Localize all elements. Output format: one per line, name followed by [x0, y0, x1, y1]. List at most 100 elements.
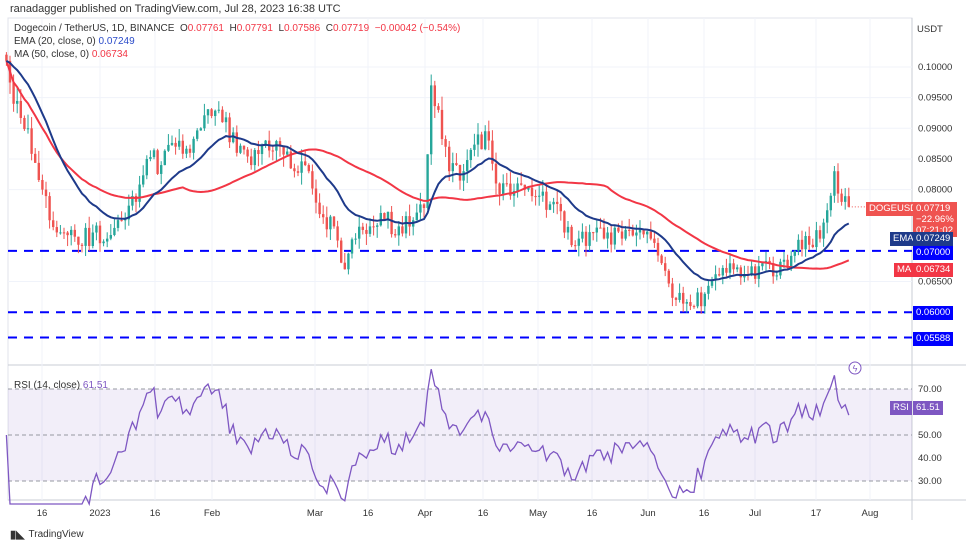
candle-body — [88, 227, 91, 246]
candle-body — [365, 229, 368, 234]
candle-body — [469, 149, 472, 161]
candle-body — [124, 219, 127, 221]
tradingview-icon: ▮◣ — [10, 529, 25, 541]
candle-body — [545, 191, 548, 210]
x-tick-label: Jun — [640, 508, 655, 519]
candle-body — [505, 183, 508, 185]
candle-body — [401, 226, 404, 234]
candle-body — [286, 151, 289, 155]
candle-body — [718, 274, 721, 276]
currency-label: USDT — [917, 24, 943, 35]
candle-body — [77, 236, 80, 245]
candle-body — [498, 183, 501, 194]
rsi-tick-label: 40.00 — [918, 453, 942, 464]
ema-line — [5, 60, 850, 282]
candle-body — [170, 142, 174, 145]
candle-body — [811, 244, 814, 248]
candle-body — [610, 232, 613, 245]
rsi-tag-label: RSI — [890, 401, 912, 415]
candle-body — [520, 183, 523, 185]
candle-body — [70, 229, 73, 236]
candle-body — [34, 153, 37, 163]
candle-body — [228, 117, 231, 143]
candle-body — [775, 275, 778, 277]
candle-body — [264, 140, 267, 146]
candle-body — [23, 117, 26, 130]
candle-body — [12, 82, 15, 104]
candle-body — [318, 202, 321, 215]
ema-legend[interactable]: EMA (20, close, 0) 0.07249 — [14, 36, 135, 47]
candle-body — [494, 163, 498, 184]
candle-body — [502, 183, 505, 194]
candle-body — [160, 165, 163, 174]
candle-body — [66, 232, 69, 236]
price-tick-label: 0.10000 — [918, 62, 952, 73]
tradingview-logo[interactable]: ▮◣ TradingView — [10, 528, 84, 541]
candle-body — [156, 150, 159, 174]
candle-body — [581, 231, 584, 239]
candle-body — [296, 171, 300, 173]
candle-body — [102, 241, 105, 244]
candle-body — [95, 225, 98, 233]
candle-body — [368, 226, 372, 234]
candle-body — [361, 226, 364, 230]
candle-body — [631, 229, 634, 236]
candle-body — [664, 263, 667, 271]
candle-body — [253, 150, 256, 166]
low-value: 0.07586 — [284, 23, 321, 34]
x-tick-label: 16 — [363, 508, 374, 519]
candle-body — [383, 212, 386, 221]
candle-body — [574, 245, 577, 247]
candle-body — [358, 226, 361, 239]
candle-body — [199, 128, 202, 131]
candle-body — [192, 138, 195, 153]
candle-body — [44, 189, 48, 197]
candle-body — [800, 239, 804, 250]
candle-body — [404, 216, 408, 234]
candle-body — [181, 140, 184, 154]
candle-body — [127, 205, 130, 220]
candle-body — [372, 226, 375, 228]
candle-body — [566, 226, 570, 233]
candle-body — [426, 154, 429, 208]
x-tick-label: 16 — [478, 508, 489, 519]
candle-body — [448, 146, 451, 172]
ma-legend[interactable]: MA (50, close, 0) 0.06734 — [14, 49, 128, 60]
candle-body — [422, 204, 426, 208]
candle-body — [552, 201, 555, 205]
candle-body — [642, 229, 645, 235]
candle-body — [145, 158, 148, 176]
candle-body — [689, 302, 692, 307]
lightning-icon-glyph: ϟ — [853, 364, 858, 374]
rsi-value: 61.51 — [82, 380, 108, 391]
candle-body — [527, 187, 530, 190]
rsi-legend[interactable]: RSI (14, close) 61.51 — [14, 380, 108, 391]
candle-body — [116, 220, 120, 228]
level-tag-2: 0.05588 — [913, 332, 954, 346]
candle-body — [541, 191, 544, 196]
candle-body — [451, 163, 454, 172]
candle-body — [606, 232, 609, 239]
candle-body — [757, 266, 760, 279]
candle-body — [37, 162, 40, 180]
candle-body — [725, 267, 728, 273]
candle-body — [638, 229, 642, 233]
candle-body — [736, 267, 739, 270]
candle-body — [509, 183, 512, 196]
candle-body — [808, 236, 811, 245]
candle-body — [325, 217, 328, 230]
candle-body — [419, 204, 422, 213]
ema-tag: 0.07249 — [913, 232, 954, 246]
candle-body — [271, 150, 274, 152]
candle-body — [678, 292, 681, 300]
price-tag: 0.07719 −22.96% 07:21:02 — [913, 202, 957, 237]
candle-body — [480, 134, 483, 150]
candle-body — [322, 214, 325, 218]
candle-body — [203, 115, 206, 129]
ema-tag-label: EMA — [890, 232, 917, 246]
x-tick-label: 16 — [37, 508, 48, 519]
x-tick-label: Aug — [862, 508, 879, 519]
candle-body — [19, 100, 22, 118]
candle-body — [329, 216, 332, 230]
